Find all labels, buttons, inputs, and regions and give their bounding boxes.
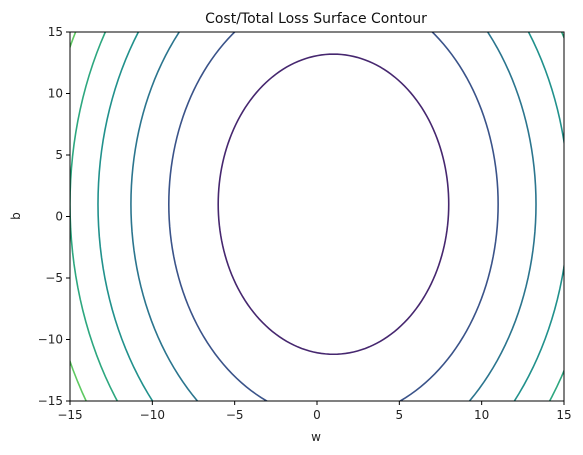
x-axis-ticks: −15 −10 −5 0 5 10 15: [57, 401, 572, 422]
contour-level-6: [70, 32, 88, 401]
x-tick-label: −5: [226, 408, 244, 422]
y-axis-ticks: −15 −10 −5 0 5 10 15: [38, 25, 70, 408]
contour-level-3: [130, 32, 537, 401]
y-tick-label: −15: [38, 394, 63, 408]
y-axis-label: b: [9, 212, 23, 220]
contour-lines: [70, 32, 564, 401]
y-tick-label: −5: [45, 271, 63, 285]
x-axis-label: w: [311, 430, 321, 444]
y-tick-label: 0: [55, 210, 63, 224]
contour-level-4: [97, 32, 564, 401]
x-tick-label: 10: [474, 408, 489, 422]
y-tick-label: −10: [38, 333, 63, 347]
contour-level-5: [70, 32, 564, 401]
plot-frame: [69, 31, 565, 402]
y-tick-label: 10: [48, 87, 63, 101]
x-tick-label: 15: [556, 408, 571, 422]
x-tick-label: 5: [396, 408, 404, 422]
chart-title: Cost/Total Loss Surface Contour: [205, 11, 427, 27]
y-tick-label: 5: [55, 148, 63, 162]
y-tick-label: 15: [48, 25, 63, 39]
x-tick-label: 0: [313, 408, 321, 422]
x-tick-label: −10: [140, 408, 165, 422]
contour-level-2: [167, 32, 499, 401]
contour-level-1: [217, 53, 450, 356]
x-tick-label: −15: [57, 408, 82, 422]
